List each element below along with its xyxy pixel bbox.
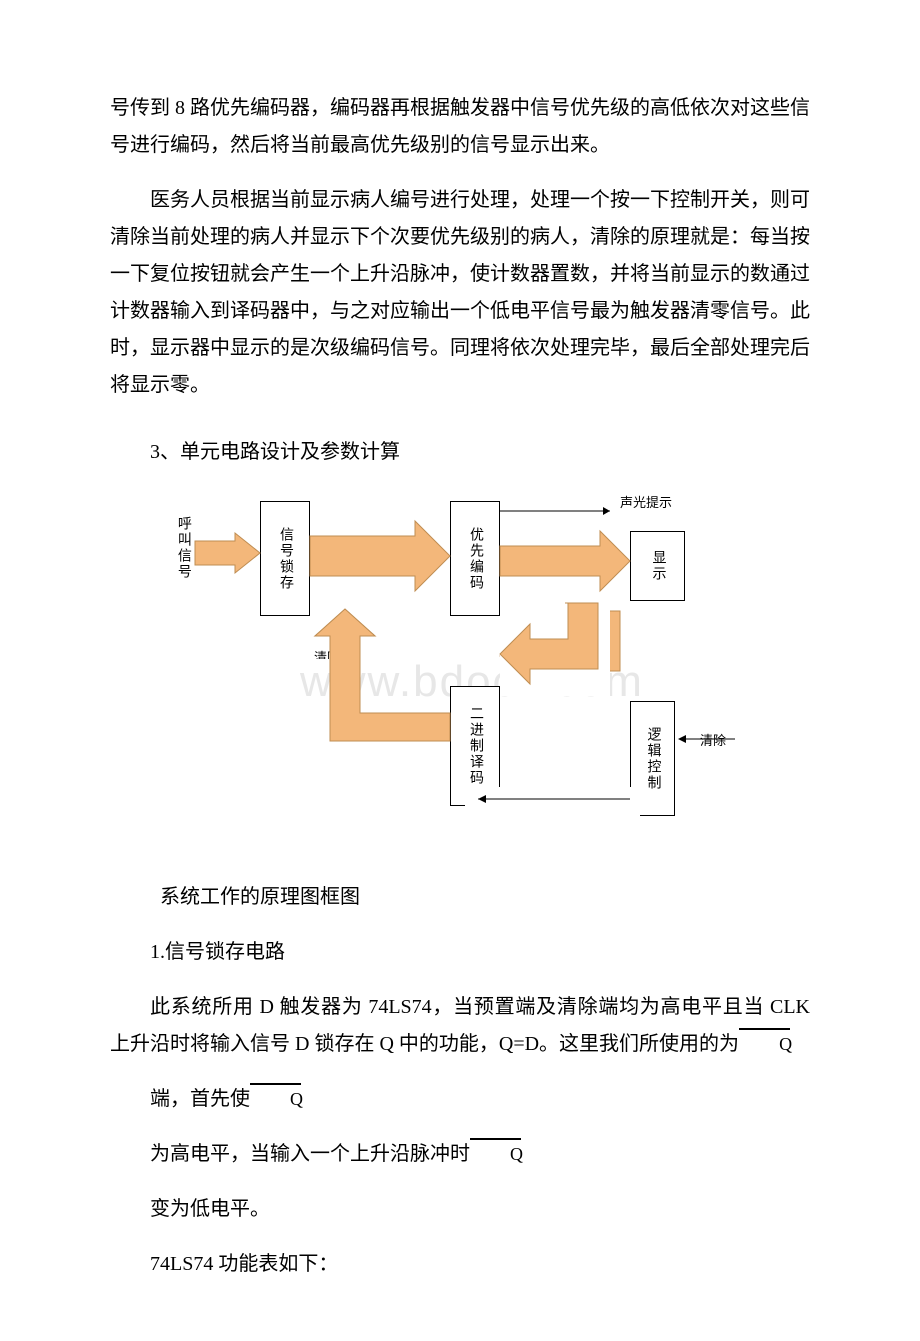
label-av-prompt: 声光提示 (620, 491, 672, 515)
box-signal-latch: 信号锁存 (260, 501, 310, 616)
system-diagram: www.bdocx.com 呼叫信号 信号锁存 优先编码 声光提示 显示 二进制… (170, 491, 810, 861)
sub1-para1: 此系统所用 D 触发器为 74LS74，当预置端及清除端均为高电平且当 CLK … (110, 989, 810, 1063)
q-bar-symbol-2: Q (250, 1083, 303, 1116)
sub1-para3: 为高电平，当输入一个上升沿脉冲时Q (110, 1136, 810, 1173)
sub1-para4: 变为低电平。 (110, 1191, 810, 1228)
sub1-para2: 端，首先使Q (110, 1081, 810, 1118)
q-bar-symbol-1: Q (739, 1028, 792, 1061)
sub1-para1-text: 此系统所用 D 触发器为 74LS74，当预置端及清除端均为高电平且当 CLK … (110, 996, 810, 1055)
box-priority-encoder: 优先编码 (450, 501, 500, 616)
label-clear-1: 清除 (314, 646, 340, 670)
label-call-signal: 呼叫信号 (170, 516, 274, 593)
box-display: 显示 (630, 531, 685, 601)
sub1-para3-text: 为高电平，当输入一个上升沿脉冲时 (150, 1143, 470, 1165)
label-clear-2: 清除 (700, 729, 726, 753)
q-bar-symbol-3: Q (470, 1138, 523, 1171)
diagram-caption: 系统工作的原理图框图 (110, 879, 810, 916)
box-binary-decoder: 二进制译码 (450, 686, 500, 806)
paragraph-2: 医务人员根据当前显示病人编号进行处理，处理一个按一下控制开关，则可清除当前处理的… (110, 182, 810, 404)
subsection-1-title: 1.信号锁存电路 (110, 934, 810, 971)
sub1-para5: 74LS74 功能表如下： (110, 1246, 810, 1283)
paragraph-1: 号传到 8 路优先编码器，编码器再根据触发器中信号优先级的高低依次对这些信号进行… (110, 90, 810, 164)
box-logic-control: 逻辑控制 (630, 701, 675, 816)
sub1-para2-text: 端，首先使 (150, 1088, 250, 1110)
section-title: 3、单元电路设计及参数计算 (110, 434, 810, 471)
